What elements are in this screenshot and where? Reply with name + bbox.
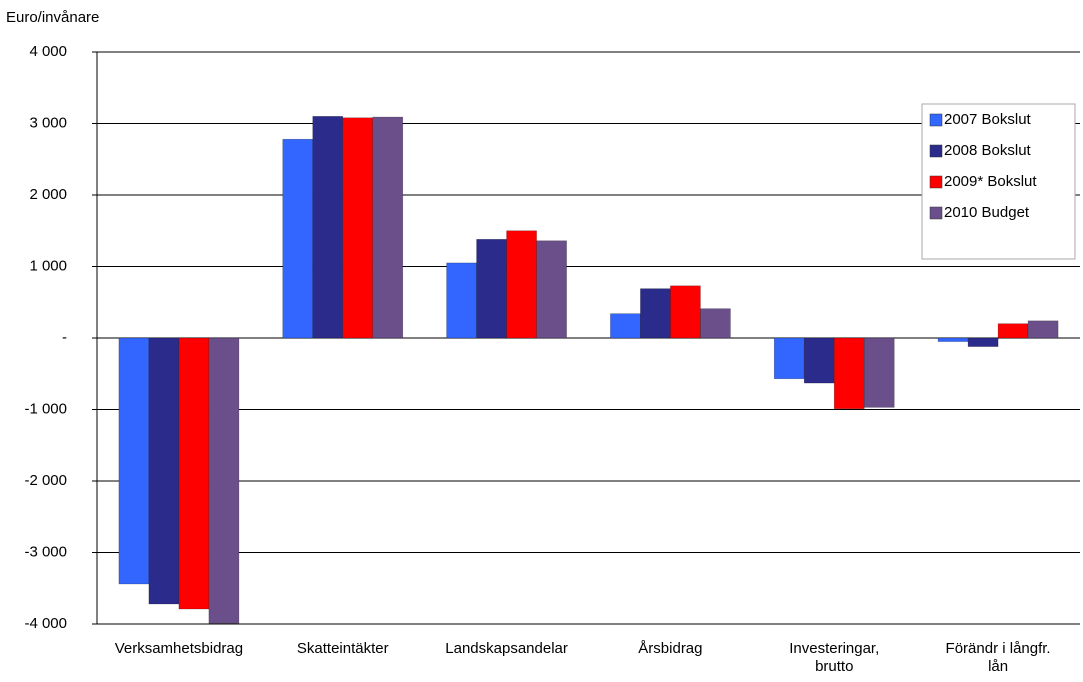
x-tick-label: Verksamhetsbidrag bbox=[114, 640, 244, 657]
bar bbox=[997, 323, 1029, 339]
bar bbox=[118, 337, 150, 585]
x-tick-label: Förändr i långfr. lån bbox=[945, 640, 1051, 675]
legend-label: 2007 Bokslut bbox=[944, 111, 1032, 128]
bar bbox=[148, 337, 180, 605]
bar bbox=[773, 337, 805, 380]
bar bbox=[640, 288, 671, 339]
bar bbox=[282, 138, 314, 339]
y-tick-label: 1 000 bbox=[29, 257, 67, 274]
bar bbox=[700, 308, 731, 339]
bar bbox=[208, 337, 240, 624]
legend-label: 2008 Bokslut bbox=[944, 142, 1032, 159]
bar bbox=[937, 337, 969, 342]
bar bbox=[372, 116, 404, 339]
y-tick-label: -4 000 bbox=[24, 615, 67, 632]
bar bbox=[178, 337, 210, 610]
bar bbox=[863, 337, 895, 408]
legend-swatch bbox=[929, 175, 943, 189]
bar bbox=[476, 239, 507, 339]
bar bbox=[312, 116, 344, 339]
legend-label: 2009* Bokslut bbox=[944, 173, 1037, 190]
legend-label: 2010 Budget bbox=[944, 204, 1030, 221]
y-tick-label: 4 000 bbox=[29, 43, 67, 60]
legend-swatch bbox=[929, 113, 943, 127]
legend-swatch bbox=[929, 206, 943, 220]
bar bbox=[536, 240, 567, 339]
bar bbox=[506, 230, 537, 339]
y-tick-label: 3 000 bbox=[29, 114, 67, 131]
x-tick-label: Skatteintäkter bbox=[296, 640, 389, 657]
y-tick-label: -2 000 bbox=[24, 472, 67, 489]
bar bbox=[1027, 320, 1059, 339]
bar bbox=[670, 285, 701, 339]
x-tick-label: Landskapsandelar bbox=[445, 640, 568, 657]
bar bbox=[446, 262, 477, 339]
bar bbox=[610, 313, 641, 339]
bar bbox=[833, 337, 865, 410]
y-tick-label: -1 000 bbox=[24, 400, 67, 417]
legend-swatch bbox=[929, 144, 943, 158]
x-tick-label: Årsbidrag bbox=[638, 640, 703, 657]
bar bbox=[342, 117, 374, 339]
bar bbox=[803, 337, 835, 384]
y-tick-label: -3 000 bbox=[24, 543, 67, 560]
legend-box bbox=[921, 103, 1076, 260]
bar bbox=[967, 337, 999, 347]
y-axis-label: Euro/invånare bbox=[6, 9, 99, 26]
x-tick-label: Investeringar, brutto bbox=[789, 640, 880, 675]
y-tick-label: 2 000 bbox=[29, 186, 67, 203]
y-tick-label: - bbox=[62, 329, 67, 346]
